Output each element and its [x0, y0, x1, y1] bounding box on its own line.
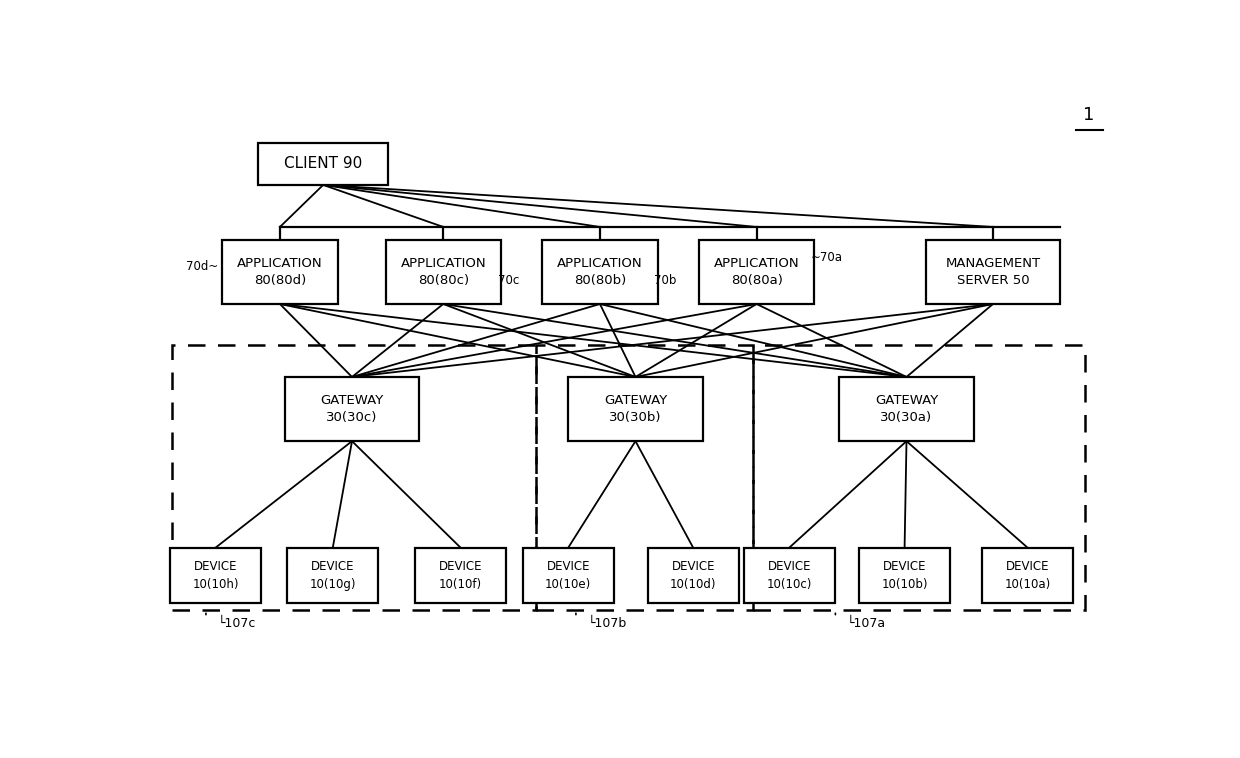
Text: DEVICE
10(10e): DEVICE 10(10e)	[546, 560, 591, 590]
Text: APPLICATION
80(80c): APPLICATION 80(80c)	[401, 257, 486, 287]
Text: ~70a: ~70a	[811, 251, 842, 264]
Text: DEVICE
10(10d): DEVICE 10(10d)	[670, 560, 717, 590]
Text: DEVICE
10(10g): DEVICE 10(10g)	[310, 560, 356, 590]
Text: └107b: └107b	[588, 617, 626, 630]
Text: GATEWAY
30(30c): GATEWAY 30(30c)	[320, 394, 383, 424]
Text: DEVICE
10(10h): DEVICE 10(10h)	[192, 560, 239, 590]
Text: APPLICATION
80(80b): APPLICATION 80(80b)	[557, 257, 642, 287]
Text: DEVICE
10(10b): DEVICE 10(10b)	[882, 560, 928, 590]
FancyBboxPatch shape	[222, 240, 337, 304]
FancyBboxPatch shape	[522, 548, 614, 603]
FancyBboxPatch shape	[258, 143, 388, 185]
Text: 70c: 70c	[498, 274, 520, 287]
Text: APPLICATION
80(80a): APPLICATION 80(80a)	[714, 257, 800, 287]
FancyBboxPatch shape	[859, 548, 950, 603]
FancyBboxPatch shape	[285, 377, 419, 441]
FancyBboxPatch shape	[982, 548, 1074, 603]
FancyBboxPatch shape	[839, 377, 973, 441]
Text: MANAGEMENT
SERVER 50: MANAGEMENT SERVER 50	[945, 257, 1040, 287]
FancyBboxPatch shape	[415, 548, 506, 603]
Text: └107a: └107a	[847, 617, 887, 630]
Text: DEVICE
10(10f): DEVICE 10(10f)	[439, 560, 482, 590]
FancyBboxPatch shape	[699, 240, 815, 304]
FancyBboxPatch shape	[647, 548, 739, 603]
Text: GATEWAY
30(30a): GATEWAY 30(30a)	[875, 394, 939, 424]
FancyBboxPatch shape	[926, 240, 1060, 304]
FancyBboxPatch shape	[542, 240, 657, 304]
FancyBboxPatch shape	[744, 548, 835, 603]
FancyBboxPatch shape	[568, 377, 703, 441]
FancyBboxPatch shape	[288, 548, 378, 603]
FancyBboxPatch shape	[170, 548, 262, 603]
Text: 70b: 70b	[653, 274, 676, 287]
Text: 1: 1	[1084, 106, 1095, 124]
Text: DEVICE
10(10c): DEVICE 10(10c)	[766, 560, 812, 590]
Text: APPLICATION
80(80d): APPLICATION 80(80d)	[237, 257, 322, 287]
Text: GATEWAY
30(30b): GATEWAY 30(30b)	[604, 394, 667, 424]
Text: 70d~: 70d~	[186, 259, 218, 273]
Text: DEVICE
10(10a): DEVICE 10(10a)	[1004, 560, 1050, 590]
FancyBboxPatch shape	[386, 240, 501, 304]
Text: └107c: └107c	[217, 617, 255, 630]
Text: CLIENT 90: CLIENT 90	[284, 156, 362, 171]
